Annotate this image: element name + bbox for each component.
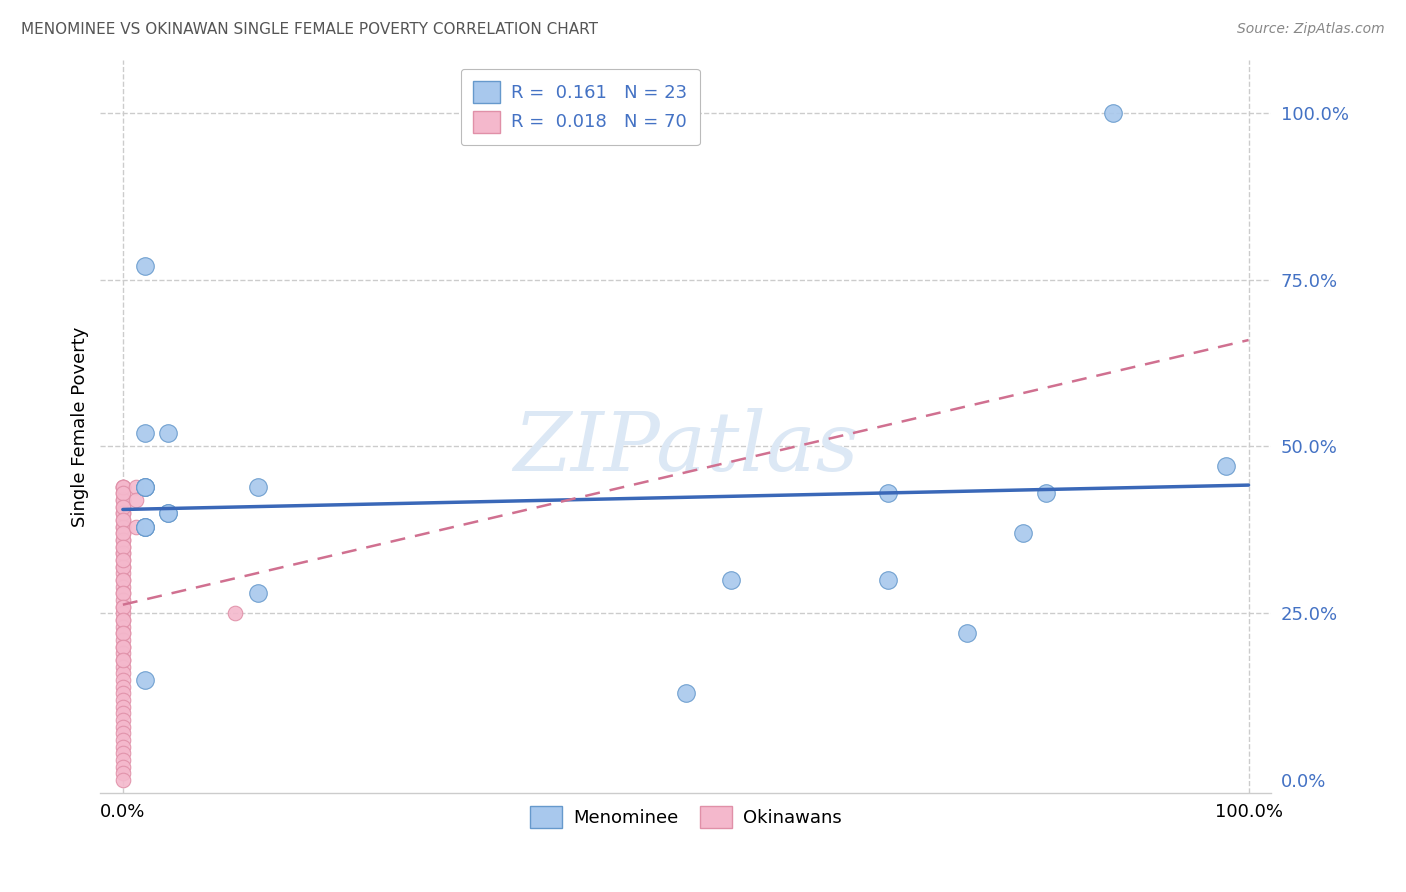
Point bbox=[111, 726, 134, 740]
Point bbox=[111, 766, 134, 780]
Point bbox=[111, 553, 134, 567]
Point bbox=[111, 492, 134, 507]
Point bbox=[720, 573, 742, 587]
Point bbox=[111, 559, 134, 574]
Point bbox=[111, 553, 134, 567]
Point bbox=[111, 619, 134, 633]
Point bbox=[134, 260, 156, 274]
Point bbox=[877, 486, 900, 500]
Point bbox=[111, 580, 134, 594]
Point bbox=[111, 693, 134, 707]
Point bbox=[111, 653, 134, 667]
Point bbox=[675, 686, 697, 700]
Point bbox=[111, 632, 134, 647]
Point bbox=[111, 640, 134, 654]
Point bbox=[246, 586, 269, 600]
Text: ZIPatlas: ZIPatlas bbox=[513, 409, 859, 489]
Point bbox=[111, 519, 134, 533]
Point bbox=[134, 519, 156, 533]
Point bbox=[111, 526, 134, 541]
Point bbox=[111, 606, 134, 620]
Point bbox=[1035, 486, 1057, 500]
Point bbox=[111, 613, 134, 627]
Point bbox=[1215, 459, 1237, 474]
Point bbox=[111, 739, 134, 754]
Point bbox=[111, 519, 134, 533]
Point bbox=[111, 533, 134, 547]
Point bbox=[111, 599, 134, 614]
Point bbox=[156, 426, 179, 441]
Point bbox=[111, 500, 134, 514]
Point bbox=[111, 753, 134, 767]
Point bbox=[246, 479, 269, 493]
Point bbox=[111, 506, 134, 520]
Point bbox=[111, 533, 134, 547]
Point bbox=[134, 519, 156, 533]
Point bbox=[111, 513, 134, 527]
Point bbox=[111, 626, 134, 640]
Point bbox=[111, 586, 134, 600]
Text: MENOMINEE VS OKINAWAN SINGLE FEMALE POVERTY CORRELATION CHART: MENOMINEE VS OKINAWAN SINGLE FEMALE POVE… bbox=[21, 22, 598, 37]
Legend: Menominee, Okinawans: Menominee, Okinawans bbox=[523, 799, 849, 836]
Point bbox=[134, 519, 156, 533]
Point bbox=[111, 673, 134, 687]
Point bbox=[156, 506, 179, 520]
Point bbox=[224, 606, 246, 620]
Point bbox=[111, 546, 134, 560]
Point bbox=[111, 706, 134, 721]
Point bbox=[111, 613, 134, 627]
Point bbox=[111, 500, 134, 514]
Point bbox=[111, 540, 134, 554]
Point bbox=[111, 559, 134, 574]
Point bbox=[111, 653, 134, 667]
Y-axis label: Single Female Poverty: Single Female Poverty bbox=[72, 326, 89, 526]
Point bbox=[111, 573, 134, 587]
Point bbox=[111, 506, 134, 520]
Point bbox=[125, 492, 148, 507]
Point bbox=[111, 699, 134, 714]
Point bbox=[111, 646, 134, 660]
Point bbox=[111, 546, 134, 560]
Point bbox=[877, 573, 900, 587]
Point bbox=[111, 772, 134, 787]
Point bbox=[111, 640, 134, 654]
Point bbox=[111, 759, 134, 773]
Point bbox=[111, 479, 134, 493]
Point bbox=[111, 720, 134, 734]
Point bbox=[111, 479, 134, 493]
Point bbox=[111, 599, 134, 614]
Point bbox=[111, 747, 134, 761]
Point bbox=[111, 733, 134, 747]
Point bbox=[125, 479, 148, 493]
Point bbox=[111, 486, 134, 500]
Point bbox=[111, 686, 134, 700]
Point bbox=[111, 486, 134, 500]
Point bbox=[111, 666, 134, 681]
Point bbox=[156, 506, 179, 520]
Point bbox=[125, 519, 148, 533]
Point bbox=[111, 593, 134, 607]
Point bbox=[111, 680, 134, 694]
Point bbox=[111, 492, 134, 507]
Point bbox=[134, 426, 156, 441]
Point bbox=[134, 479, 156, 493]
Point bbox=[111, 586, 134, 600]
Point bbox=[134, 673, 156, 687]
Point bbox=[111, 526, 134, 541]
Point bbox=[111, 659, 134, 673]
Point bbox=[1102, 106, 1125, 120]
Point bbox=[134, 479, 156, 493]
Point bbox=[111, 540, 134, 554]
Point bbox=[111, 513, 134, 527]
Point bbox=[134, 479, 156, 493]
Text: Source: ZipAtlas.com: Source: ZipAtlas.com bbox=[1237, 22, 1385, 37]
Point bbox=[111, 566, 134, 581]
Point bbox=[111, 626, 134, 640]
Point bbox=[1012, 526, 1035, 541]
Point bbox=[111, 713, 134, 727]
Point bbox=[111, 573, 134, 587]
Point bbox=[111, 479, 134, 493]
Point bbox=[956, 626, 979, 640]
